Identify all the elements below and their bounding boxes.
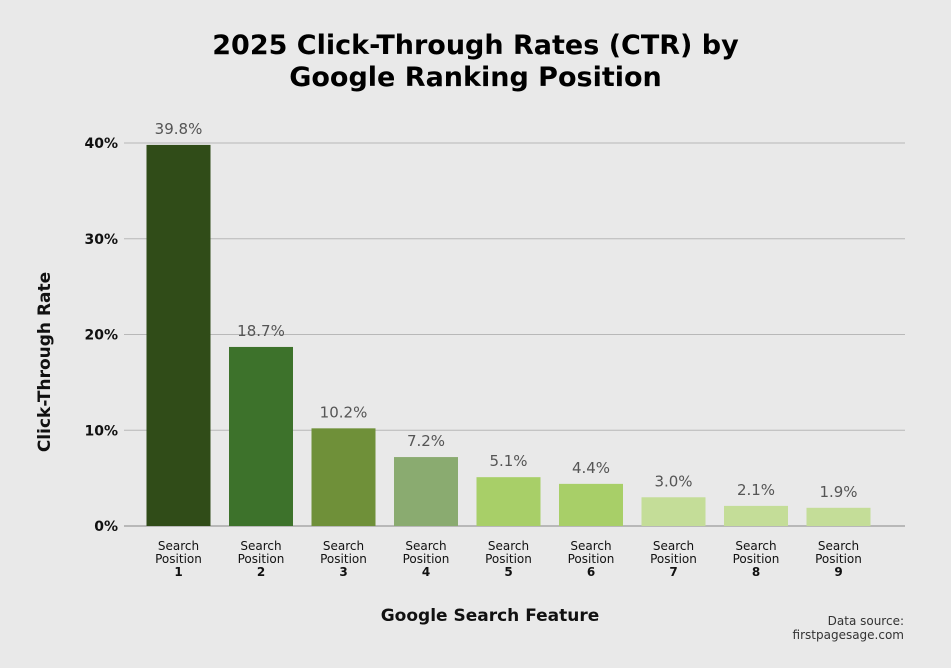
x-tick-label: 2 <box>257 565 265 579</box>
x-tick-label: Position <box>155 552 202 566</box>
y-tick-label: 20% <box>84 328 118 344</box>
x-tick-label: Search <box>735 539 776 553</box>
x-tick-label: 7 <box>669 565 677 579</box>
bar-value-label: 4.4% <box>572 459 610 477</box>
bar-value-label: 5.1% <box>489 452 527 470</box>
bar <box>559 483 623 526</box>
x-tick-label: Position <box>568 552 615 566</box>
x-tick-label: 8 <box>752 565 760 579</box>
bar <box>641 497 706 526</box>
bar-value-label: 7.2% <box>407 432 445 450</box>
x-tick-label: 3 <box>339 565 347 579</box>
x-tick-label: Search <box>240 539 281 553</box>
x-tick-label: Position <box>485 552 532 566</box>
bar <box>311 428 376 526</box>
x-tick-label: Search <box>570 539 611 553</box>
x-tick-label: Search <box>653 539 694 553</box>
bar <box>229 346 293 526</box>
x-tick-label: Position <box>815 552 862 566</box>
y-tick-label: 30% <box>84 232 118 248</box>
x-axis-title: Google Search Feature <box>380 606 600 626</box>
x-tick-label: Search <box>323 539 364 553</box>
x-tick-label: Search <box>158 539 199 553</box>
bar <box>476 477 541 526</box>
bar-value-label: 3.0% <box>654 472 692 490</box>
data-source-note: Data source: firstpagesage.com <box>793 614 904 642</box>
x-tick-label: Search <box>405 539 446 553</box>
chart-title-line-2: Google Ranking Position <box>289 62 662 93</box>
chart-title-line-1: 2025 Click-Through Rates (CTR) by <box>212 30 739 61</box>
data-source-label: Data source: <box>827 614 904 628</box>
x-tick-label: 6 <box>587 565 595 579</box>
x-tick-label: Search <box>818 539 859 553</box>
bar <box>724 505 788 526</box>
x-tick-label: Search <box>488 539 529 553</box>
x-tick-label: 1 <box>174 565 182 579</box>
x-tick-label: 5 <box>504 565 512 579</box>
x-tick-label: 4 <box>422 565 430 579</box>
data-source-site: firstpagesage.com <box>792 628 904 642</box>
y-tick-label: 10% <box>84 423 118 439</box>
bar-value-label: 10.2% <box>320 403 368 421</box>
x-tick-label: Position <box>320 552 367 566</box>
x-tick-label: Position <box>650 552 697 566</box>
x-tick-label: 9 <box>834 565 842 579</box>
bar <box>806 507 871 526</box>
bar-value-label: 1.9% <box>819 483 857 501</box>
x-tick-label: Position <box>403 552 450 566</box>
bar-value-label: 18.7% <box>237 322 285 340</box>
bar <box>146 144 211 527</box>
x-tick-label: Position <box>733 552 780 566</box>
y-tick-label: 0% <box>94 519 118 535</box>
y-tick-label: 40% <box>84 136 118 152</box>
bar <box>394 457 458 526</box>
chart-title: 2025 Click-Through Rates (CTR) by Google… <box>0 30 951 94</box>
y-axis-title: Click-Through Rate <box>35 272 55 452</box>
x-tick-label: Position <box>238 552 285 566</box>
bar-value-label: 2.1% <box>737 481 775 499</box>
bar-value-label: 39.8% <box>155 120 203 138</box>
